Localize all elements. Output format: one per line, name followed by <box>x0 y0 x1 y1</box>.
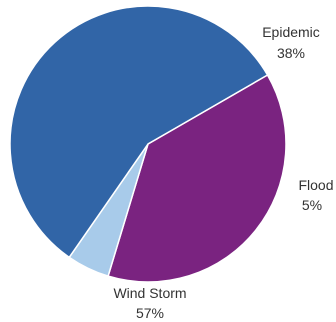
slice-label-epidemic-name: Epidemic <box>262 24 320 40</box>
pie-slice-wind-storm <box>9 5 269 259</box>
slice-label-flood-value: 5% <box>302 197 322 213</box>
pie-slices <box>9 5 287 283</box>
slice-label-epidemic-value: 38% <box>277 45 305 61</box>
slice-label-wind-storm-value: 57% <box>136 305 164 321</box>
slice-label-wind-storm-name: Wind Storm <box>113 285 186 301</box>
pie-slice-epidemic <box>107 73 287 283</box>
slice-label-flood-name: Flood <box>298 177 333 193</box>
